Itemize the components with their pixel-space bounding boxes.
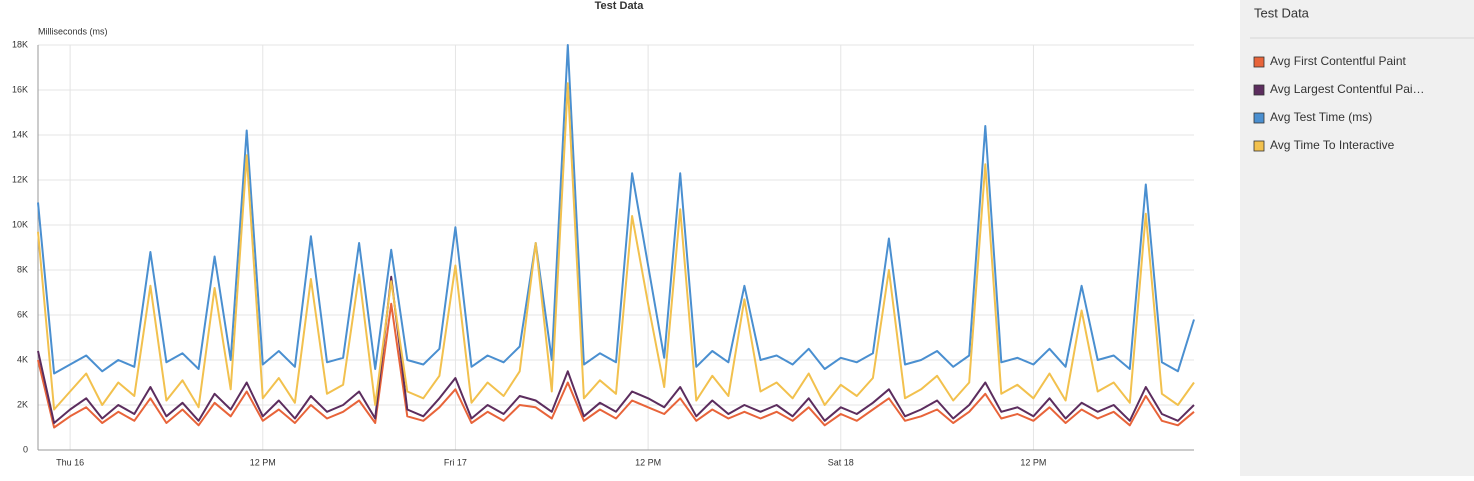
x-tick-label: 12 PM bbox=[635, 457, 661, 467]
y-tick-label: 8K bbox=[17, 264, 28, 274]
legend-title: Test Data bbox=[1254, 5, 1310, 20]
legend-label: Avg Time To Interactive bbox=[1270, 138, 1395, 152]
legend-swatch bbox=[1253, 84, 1265, 96]
y-tick-label: 0 bbox=[23, 444, 28, 454]
legend-panel bbox=[1240, 0, 1474, 476]
y-tick-label: 12K bbox=[12, 174, 28, 184]
series-line bbox=[37, 275, 1195, 424]
y-tick-label: 16K bbox=[12, 84, 28, 94]
x-tick-label: Thu 16 bbox=[56, 457, 84, 467]
x-tick-label: 12 PM bbox=[1020, 457, 1046, 467]
x-tick-label: Sat 18 bbox=[828, 457, 854, 467]
legend-label: Avg Largest Contentful Pai… bbox=[1270, 82, 1425, 96]
y-tick-label: 2K bbox=[17, 399, 28, 409]
x-tick-label: 12 PM bbox=[250, 457, 276, 467]
x-tick-label: Fri 17 bbox=[444, 457, 467, 467]
y-tick-label: 4K bbox=[17, 354, 28, 364]
y-tick-label: 6K bbox=[17, 309, 28, 319]
y-tick-label: 18K bbox=[12, 39, 28, 49]
y-tick-label: 10K bbox=[12, 219, 28, 229]
legend-label: Avg First Contentful Paint bbox=[1270, 54, 1407, 68]
series-line bbox=[37, 302, 1195, 429]
legend-swatch bbox=[1253, 112, 1265, 124]
series-line bbox=[37, 44, 1195, 375]
y-axis-label: Milliseconds (ms) bbox=[38, 26, 108, 36]
legend-swatch bbox=[1253, 56, 1265, 68]
legend-label: Avg Test Time (ms) bbox=[1270, 110, 1372, 124]
y-tick-label: 14K bbox=[12, 129, 28, 139]
series-line bbox=[37, 82, 1195, 411]
chart-title: Test Data bbox=[595, 0, 645, 12]
legend-swatch bbox=[1253, 140, 1265, 152]
